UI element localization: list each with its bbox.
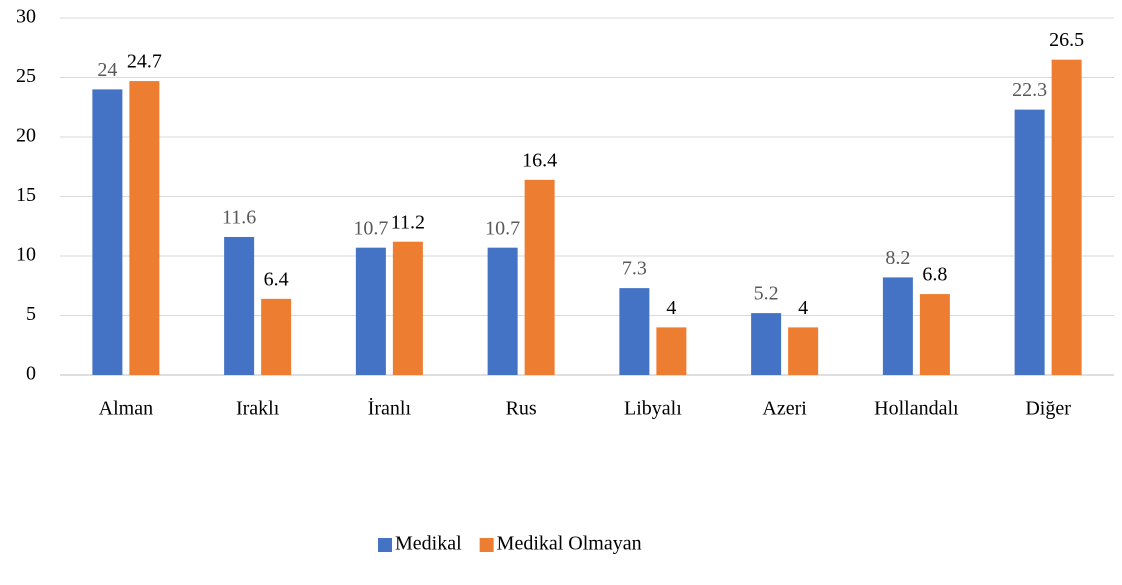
legend-swatch — [479, 538, 494, 552]
bar — [751, 313, 782, 375]
bar — [92, 89, 123, 376]
x-tick-label: Diğer — [1025, 398, 1071, 420]
bar — [261, 298, 292, 375]
legend-swatch — [378, 538, 392, 552]
bar — [919, 294, 950, 375]
data-label: 11.6 — [222, 207, 256, 229]
data-label: 16.4 — [522, 149, 557, 171]
data-label: 22.3 — [1012, 79, 1047, 101]
data-label: 6.8 — [922, 264, 947, 286]
data-label: 5.2 — [754, 283, 779, 305]
x-tick-label: Iraklı — [236, 398, 280, 420]
y-tick-label: 30 — [16, 6, 36, 28]
data-label: 10.7 — [353, 217, 388, 239]
x-tick-label: Azeri — [762, 398, 807, 420]
x-tick-label: Libyalı — [624, 398, 682, 420]
bar — [392, 241, 423, 375]
data-label: 24 — [97, 59, 117, 81]
y-tick-label: 0 — [26, 363, 36, 385]
bar — [1051, 59, 1082, 376]
legend-label: Medikal — [395, 533, 462, 555]
bar — [524, 179, 555, 375]
y-tick-label: 10 — [16, 244, 36, 266]
bar — [656, 327, 687, 375]
bar — [1014, 109, 1045, 375]
bar — [487, 247, 518, 375]
bar — [882, 277, 913, 375]
y-tick-label: 5 — [26, 303, 36, 325]
data-label: 10.7 — [485, 217, 520, 239]
y-tick-label: 25 — [16, 65, 36, 87]
data-label: 4 — [798, 297, 808, 319]
x-tick-label: Rus — [506, 398, 537, 420]
bar — [224, 236, 255, 375]
bar — [129, 81, 160, 375]
legend-label: Medikal Olmayan — [497, 533, 642, 555]
data-label: 6.4 — [264, 268, 289, 290]
data-label: 4 — [666, 297, 676, 319]
data-label: 24.7 — [127, 51, 162, 73]
data-label: 8.2 — [885, 247, 910, 269]
y-tick-label: 20 — [16, 125, 36, 147]
bar — [355, 247, 386, 375]
data-label: 26.5 — [1049, 29, 1084, 51]
data-label: 7.3 — [622, 258, 647, 280]
x-tick-label: İranlı — [368, 397, 412, 420]
bar — [788, 327, 819, 375]
x-tick-label: Hollandalı — [874, 398, 959, 420]
x-tick-label: Alman — [99, 398, 153, 420]
bar — [619, 288, 650, 375]
data-label: 11.2 — [391, 211, 425, 233]
y-tick-label: 15 — [16, 184, 36, 206]
